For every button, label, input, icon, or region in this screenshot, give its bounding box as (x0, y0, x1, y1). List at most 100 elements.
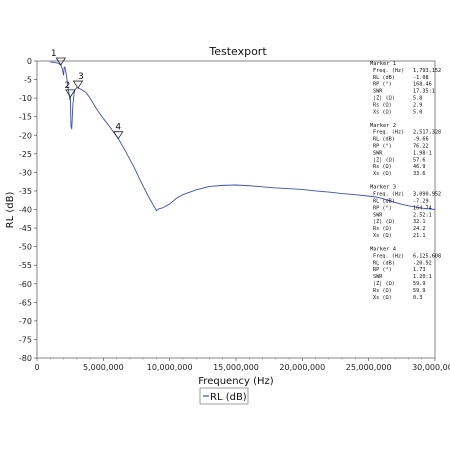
marker-table-label: SWR (373, 89, 383, 95)
y-tick-label: -20 (19, 131, 32, 140)
y-tick-label: -75 (19, 335, 32, 344)
marker-table-value: -7.29 (413, 198, 429, 204)
marker-table-label: Rs (Ω) (373, 288, 392, 294)
marker-1-triangle (55, 57, 67, 66)
y-tick-label: -25 (19, 150, 32, 159)
y-tick-label: -70 (19, 317, 32, 326)
marker-table-title: Marker 4 (370, 247, 396, 253)
marker-table-value: 5.0 (413, 109, 422, 115)
marker-table-label: Rs (Ω) (373, 226, 392, 232)
marker-table-value: 57.6 (413, 157, 426, 163)
plot-area (36, 60, 436, 359)
marker-table-title: Marker 2 (370, 123, 396, 129)
marker-table-label: Xs (Ω) (373, 233, 392, 239)
marker-table-label: Freq. (Hz) (373, 130, 404, 136)
x-tick-label: 25,000,000 (346, 363, 392, 372)
legend: RL (dB) (199, 387, 249, 405)
marker-table-value: -9.66 (413, 137, 429, 143)
marker-table-label: SWR (373, 150, 383, 156)
y-tick-label: -65 (19, 298, 32, 307)
x-tick-label: 0 (34, 363, 39, 372)
marker-2-label: 2 (65, 81, 71, 91)
x-tick-label: 20,000,000 (279, 363, 325, 372)
marker-table-label: RL (dB) (373, 75, 395, 81)
marker-table-title: Marker 3 (370, 185, 396, 191)
marker-table-label: RL (dB) (373, 260, 395, 266)
y-tick-label: -30 (19, 168, 32, 177)
x-tick-label: 5,000,000 (83, 363, 124, 372)
x-axis-label: Frequency (Hz) (198, 376, 274, 387)
marker-layer: 1 23 4 (51, 49, 124, 140)
marker-table-value: 1.73 (413, 267, 426, 273)
marker-4-triangle (113, 131, 124, 140)
y-tick-label: -45 (19, 224, 32, 233)
marker-table-value: 21.1 (413, 233, 426, 239)
x-tick-label: 10,000,000 (147, 363, 193, 372)
marker-table-value: 164.74 (413, 205, 432, 211)
marker-4-label: 4 (115, 123, 121, 133)
marker-3-label: 3 (78, 72, 84, 82)
marker-table-label: Xs (Ω) (373, 295, 392, 301)
y-tick-label: -55 (19, 261, 32, 270)
marker-table-value: 17.35:1 (413, 89, 435, 95)
y-axis-label: RL (dB) (5, 192, 16, 229)
marker-table-value: -20.92 (413, 260, 432, 266)
marker-table-label: |Z| (Ω) (373, 219, 395, 225)
marker-table-label: |Z| (Ω) (373, 96, 395, 102)
marker-table-label: RL (dB) (373, 198, 395, 204)
marker-table-value: 33.6 (413, 171, 426, 177)
marker-table-value: 5.8 (413, 96, 422, 102)
marker-table-value: 76.22 (413, 144, 429, 150)
marker-table-value: -1.08 (413, 75, 429, 81)
marker-3-triangle (72, 80, 84, 89)
marker-2-triangle (65, 89, 76, 98)
y-tick-label: -10 (19, 94, 32, 103)
marker-table-label: RP (°) (373, 267, 392, 273)
marker-table-value: 1.20:1 (413, 274, 432, 280)
marker-table-label: Rs (Ω) (373, 164, 392, 170)
y-tick-label: -15 (19, 113, 32, 122)
marker-table-value: 24.2 (413, 226, 426, 232)
marker-table-label: RL (dB) (373, 137, 395, 143)
y-tick-label: -50 (19, 243, 32, 252)
y-tick-label: -35 (19, 187, 32, 196)
marker-table-label: RP (°) (373, 205, 392, 211)
marker-table-value: 1.98:1 (413, 150, 432, 156)
marker-table-value: 59.9 (413, 288, 426, 294)
marker-table-label: Freq. (Hz) (373, 253, 404, 259)
marker-table-value: 168.46 (413, 82, 432, 88)
y-tick-label: -60 (19, 280, 32, 289)
legend-box (199, 387, 249, 405)
marker-table-label: Rs (Ω) (373, 102, 392, 108)
marker-table-label: |Z| (Ω) (373, 281, 395, 287)
marker-table-value: 0.3 (413, 295, 422, 301)
y-tick-label: 0 (27, 57, 32, 66)
marker-table-value: 2.9 (413, 102, 422, 108)
marker-table-label: SWR (373, 274, 383, 280)
legend-entry: RL (dB) (210, 392, 247, 403)
marker-table-label: Xs (Ω) (373, 109, 392, 115)
marker-table-value: 2,517,328 (413, 130, 441, 136)
y-tick-label: -80 (19, 354, 32, 363)
y-axis: 0 -5 -10 -15 -20 -25 -30 -35 -40 -45 -50 -55 -60 -65 -… (19, 57, 37, 363)
marker-table-label: Freq. (Hz) (373, 68, 404, 74)
marker-table-value: 1,793,152 (413, 68, 441, 74)
marker-table-value: 46.9 (413, 164, 426, 170)
y-tick-label: -5 (24, 76, 32, 85)
x-tick-label: 30,000,000 (412, 363, 450, 372)
marker-table-value: 3,090,952 (413, 192, 441, 198)
marker-1-label: 1 (51, 49, 57, 59)
marker-table-value: 6,125,608 (413, 253, 441, 259)
marker-table-label: RP (°) (373, 82, 392, 88)
marker-table-label: Freq. (Hz) (373, 192, 404, 198)
marker-table-value: 59.9 (413, 281, 426, 287)
marker-table-label: RP (°) (373, 144, 392, 150)
marker-table-value: 32.1 (413, 219, 426, 225)
marker-table-label: |Z| (Ω) (373, 157, 395, 163)
marker-table-title: Marker 1 (370, 61, 396, 67)
y-tick-label: -40 (19, 206, 32, 215)
marker-table-label: Xs (Ω) (373, 171, 392, 177)
marker-table-value: 2.52:1 (413, 212, 432, 218)
